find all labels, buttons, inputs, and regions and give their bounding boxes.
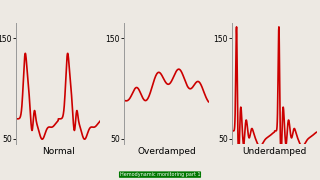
X-axis label: Underdamped: Underdamped [242,147,307,156]
X-axis label: Normal: Normal [42,147,75,156]
Text: Hemodynamic monitoring part 1: Hemodynamic monitoring part 1 [120,172,200,177]
X-axis label: Overdamped: Overdamped [137,147,196,156]
